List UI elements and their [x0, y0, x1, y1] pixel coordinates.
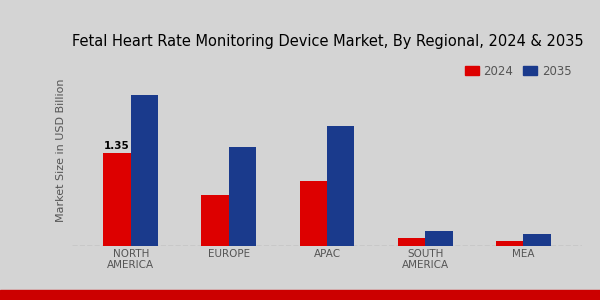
- Bar: [523, 234, 551, 246]
- Bar: [327, 126, 355, 246]
- Bar: [202, 195, 229, 246]
- Bar: [496, 241, 523, 246]
- Bar: [398, 238, 425, 246]
- Legend: 2024, 2035: 2024, 2035: [460, 60, 576, 82]
- Text: 1.35: 1.35: [104, 141, 130, 151]
- Bar: [131, 95, 158, 246]
- Text: Fetal Heart Rate Monitoring Device Market, By Regional, 2024 & 2035: Fetal Heart Rate Monitoring Device Marke…: [72, 34, 584, 49]
- Bar: [103, 153, 131, 246]
- Bar: [229, 147, 256, 246]
- Y-axis label: Market Size in USD Billion: Market Size in USD Billion: [56, 78, 67, 222]
- Bar: [299, 181, 327, 246]
- Bar: [425, 231, 452, 246]
